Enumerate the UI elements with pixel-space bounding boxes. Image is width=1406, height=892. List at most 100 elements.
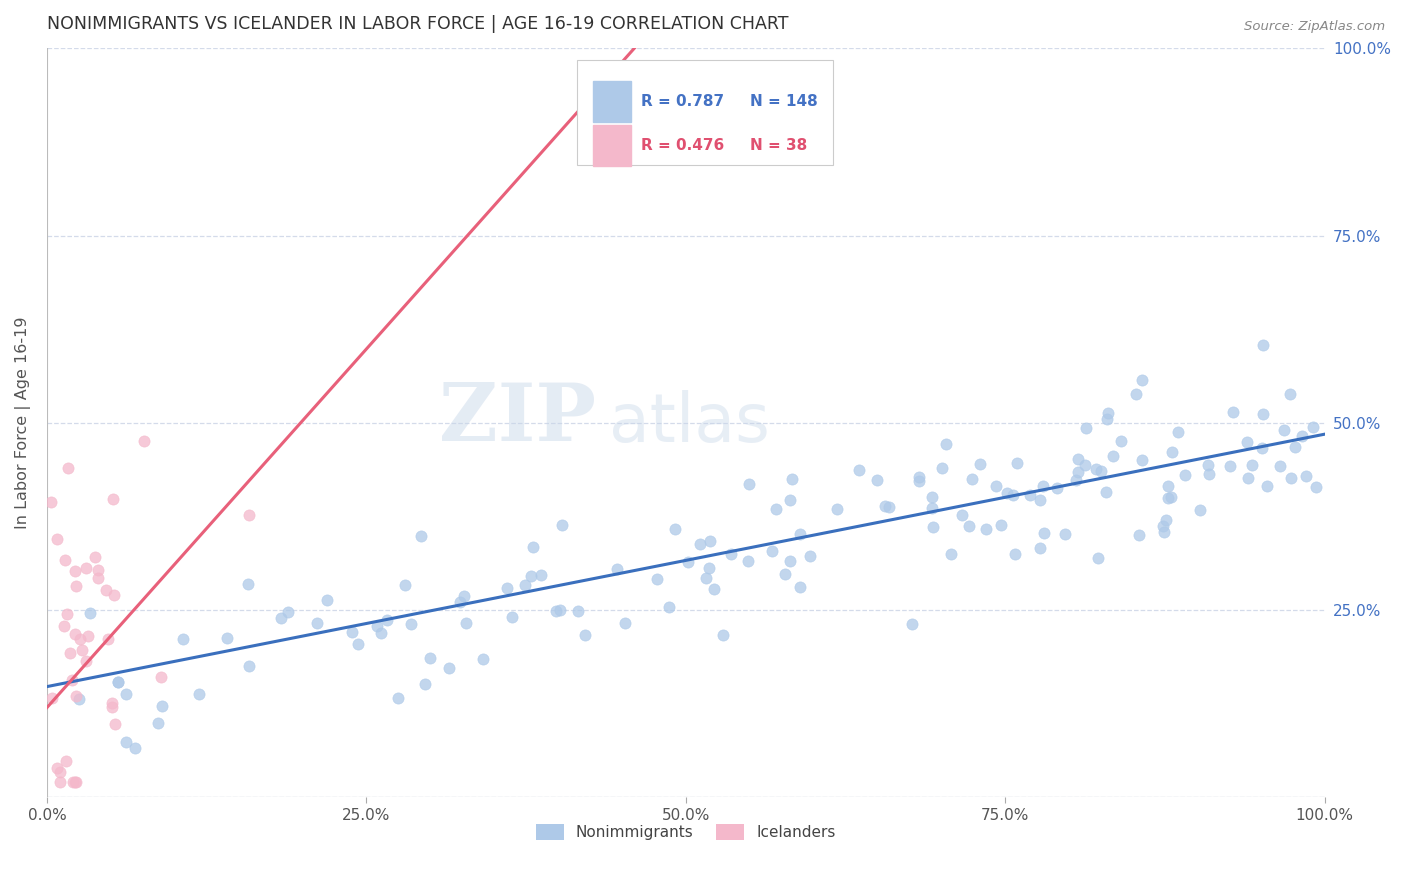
Point	[65, 564, 87, 578]
Point	[370, 625, 392, 640]
Point	[41, 690, 63, 705]
Point	[366, 619, 388, 633]
Point	[1161, 445, 1184, 459]
Point	[1222, 405, 1244, 419]
Point	[188, 687, 211, 701]
Point	[49, 764, 72, 779]
Point	[375, 613, 398, 627]
Point	[544, 604, 567, 618]
Point	[87, 563, 110, 577]
Point	[70, 643, 93, 657]
Point	[1029, 541, 1052, 555]
Point	[606, 562, 628, 576]
Point	[103, 588, 125, 602]
Point	[387, 691, 409, 706]
Point	[87, 571, 110, 585]
Point	[69, 632, 91, 647]
Point	[689, 537, 711, 551]
Point	[1198, 467, 1220, 482]
Text: R = 0.476: R = 0.476	[641, 138, 724, 153]
Point	[1130, 373, 1153, 387]
Point	[1153, 525, 1175, 540]
Text: atlas: atlas	[609, 390, 770, 456]
Point	[931, 461, 953, 475]
Y-axis label: In Labor Force | Age 16-19: In Labor Force | Age 16-19	[15, 317, 31, 529]
Point	[935, 437, 957, 451]
Point	[613, 615, 636, 630]
Point	[779, 492, 801, 507]
Point	[699, 561, 721, 575]
Point	[394, 578, 416, 592]
Point	[1270, 459, 1292, 474]
Point	[1067, 451, 1090, 466]
Point	[1053, 526, 1076, 541]
Point	[1291, 429, 1313, 443]
Point	[107, 675, 129, 690]
Bar	[592, 125, 631, 166]
Point	[215, 631, 238, 645]
Point	[1173, 468, 1195, 483]
Point	[789, 527, 811, 541]
Point	[984, 479, 1007, 493]
Point	[56, 607, 79, 621]
Point	[39, 495, 62, 509]
Bar	[592, 81, 631, 122]
Point	[437, 661, 460, 675]
Point	[124, 741, 146, 756]
Point	[1046, 481, 1069, 495]
Point	[997, 485, 1019, 500]
Point	[530, 567, 553, 582]
Point	[399, 617, 422, 632]
Point	[1157, 491, 1180, 506]
Point	[1095, 412, 1118, 426]
Point	[49, 775, 72, 789]
Point	[270, 611, 292, 625]
Point	[45, 761, 67, 775]
Point	[922, 520, 945, 534]
Point	[65, 775, 87, 789]
Point	[1097, 406, 1119, 420]
Point	[1090, 464, 1112, 478]
Point	[79, 606, 101, 620]
Point	[1302, 420, 1324, 434]
Point	[75, 654, 97, 668]
Point	[1219, 459, 1241, 474]
Point	[62, 775, 84, 789]
Point	[737, 554, 759, 568]
Point	[1128, 528, 1150, 542]
Point	[58, 461, 80, 475]
Point	[1004, 547, 1026, 561]
Point	[238, 659, 260, 673]
Point	[699, 533, 721, 548]
Point	[132, 434, 155, 448]
Text: N = 38: N = 38	[749, 138, 807, 153]
Point	[415, 677, 437, 691]
Point	[307, 616, 329, 631]
Point	[921, 501, 943, 516]
Point	[1018, 488, 1040, 502]
Point	[720, 548, 742, 562]
Point	[150, 670, 173, 684]
Point	[65, 689, 87, 703]
Point	[779, 553, 801, 567]
Point	[1074, 420, 1097, 434]
Point	[960, 472, 983, 486]
Point	[472, 652, 495, 666]
Point	[703, 582, 725, 597]
Point	[409, 529, 432, 543]
Point	[55, 754, 77, 768]
Point	[873, 500, 896, 514]
Point	[513, 578, 536, 592]
Point	[1032, 526, 1054, 541]
Point	[1160, 490, 1182, 504]
Point	[550, 603, 572, 617]
Point	[519, 568, 541, 582]
Point	[62, 673, 84, 687]
Point	[574, 628, 596, 642]
Point	[1125, 386, 1147, 401]
Text: N = 148: N = 148	[749, 95, 817, 109]
Point	[97, 632, 120, 646]
Point	[1284, 440, 1306, 454]
Point	[1005, 456, 1028, 470]
Point	[46, 533, 69, 547]
